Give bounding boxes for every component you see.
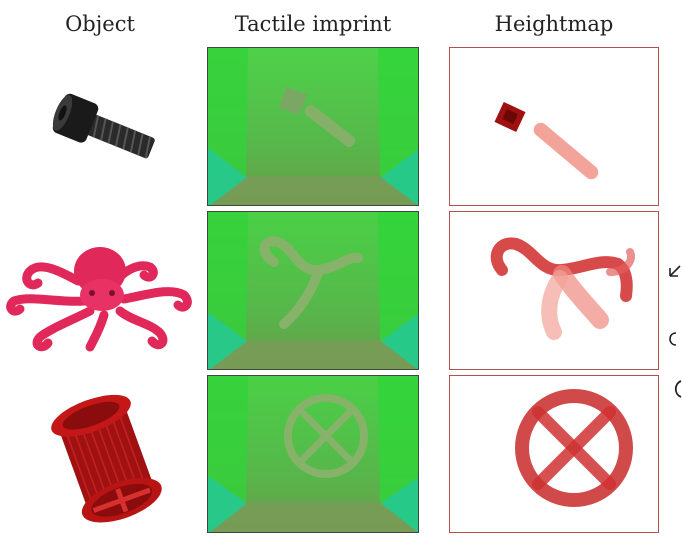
column-header-object: Object — [65, 12, 135, 36]
tactile-imprint-octopus — [207, 211, 419, 370]
tactile-imprint-spool — [207, 375, 419, 533]
object-bolt-image — [0, 47, 200, 206]
tactile-imprint-bolt — [207, 47, 419, 206]
margin-curve-mark — [669, 332, 677, 346]
column-header-heightmap: Heightmap — [494, 12, 614, 36]
margin-arrow-mark — [669, 265, 681, 277]
object-spool-image — [0, 375, 200, 533]
column-header-tactile-imprint: Tactile imprint — [234, 12, 392, 36]
object-octopus-image — [0, 211, 200, 370]
heightmap-octopus — [449, 211, 659, 370]
margin-hook-mark — [674, 380, 682, 398]
heightmap-bolt — [449, 47, 659, 206]
heightmap-spool — [449, 375, 659, 533]
